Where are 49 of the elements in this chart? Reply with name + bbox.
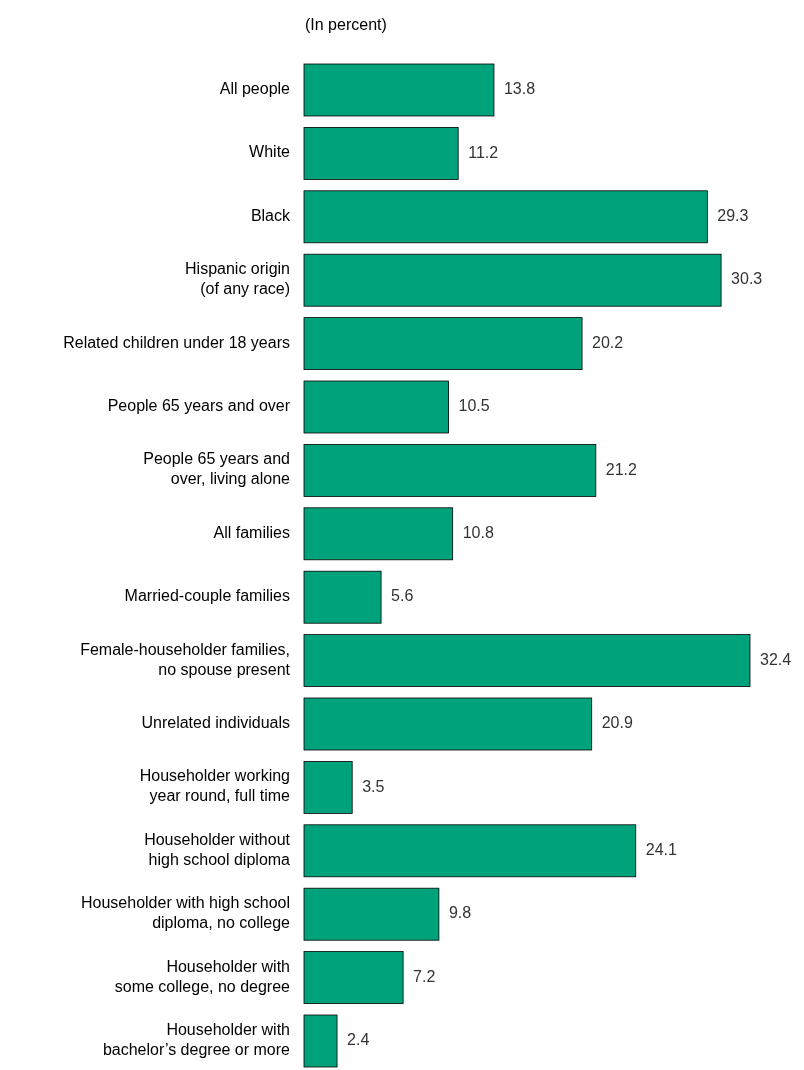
y-tick-label: Black — [250, 207, 291, 225]
bar — [303, 951, 404, 1004]
y-tick-label: White — [249, 143, 291, 161]
data-label: 24.1 — [645, 841, 677, 859]
y-tick-label: People 65 years and over, living alone — [143, 450, 291, 488]
y-tick-label: Unrelated individuals — [141, 714, 290, 732]
data-label: 2.4 — [347, 1031, 370, 1049]
data-label: 21.2 — [605, 460, 638, 478]
y-tick-label: People 65 years and over — [107, 397, 291, 415]
bar — [303, 824, 637, 878]
bar — [303, 253, 722, 307]
bar — [303, 887, 440, 941]
data-label: 9.8 — [448, 904, 472, 922]
y-tick-label: Married-couple families — [124, 587, 290, 605]
data-label: 13.8 — [503, 80, 536, 98]
bar — [303, 570, 382, 624]
bar — [303, 190, 708, 244]
bar — [303, 380, 449, 434]
y-tick-label: Householder with some college, no degree — [114, 957, 291, 995]
bar — [303, 634, 751, 687]
bar — [303, 1014, 338, 1068]
y-tick-label: All families — [213, 524, 290, 542]
y-tick-label: Female-householder families, no spouse present — [80, 640, 291, 678]
chart-subtitle: (In percent) — [305, 16, 387, 33]
y-tick-label: Related children under 18 years — [63, 333, 290, 351]
bar — [303, 444, 597, 497]
data-label: 3.5 — [362, 777, 385, 795]
bar — [303, 697, 593, 751]
y-tick-label: Householder working year round, full time — [139, 767, 291, 805]
bar — [303, 63, 495, 117]
data-label: 30.3 — [731, 270, 763, 288]
data-label: 20.2 — [592, 333, 624, 351]
bar — [303, 507, 454, 561]
data-label: 29.3 — [717, 207, 749, 225]
y-tick-label: Householder with high school diploma, no college — [80, 894, 291, 932]
data-label: 10.5 — [458, 397, 490, 415]
data-label: 20.9 — [601, 714, 633, 732]
y-tick-label: Hispanic origin (of any race) — [185, 260, 290, 298]
y-tick-label: Householder with bachelor’s degree or more — [102, 1021, 291, 1059]
data-label: 7.2 — [413, 967, 436, 985]
bar — [303, 317, 583, 370]
bar — [303, 127, 459, 180]
bar — [303, 761, 353, 814]
data-label: 32.4 — [760, 650, 792, 668]
data-label: 11.2 — [468, 143, 499, 161]
y-tick-label: All people — [219, 80, 291, 98]
data-label: 5.6 — [391, 587, 414, 605]
y-tick-label: Householder without high school diploma — [144, 831, 291, 869]
data-label: 10.8 — [462, 524, 494, 542]
